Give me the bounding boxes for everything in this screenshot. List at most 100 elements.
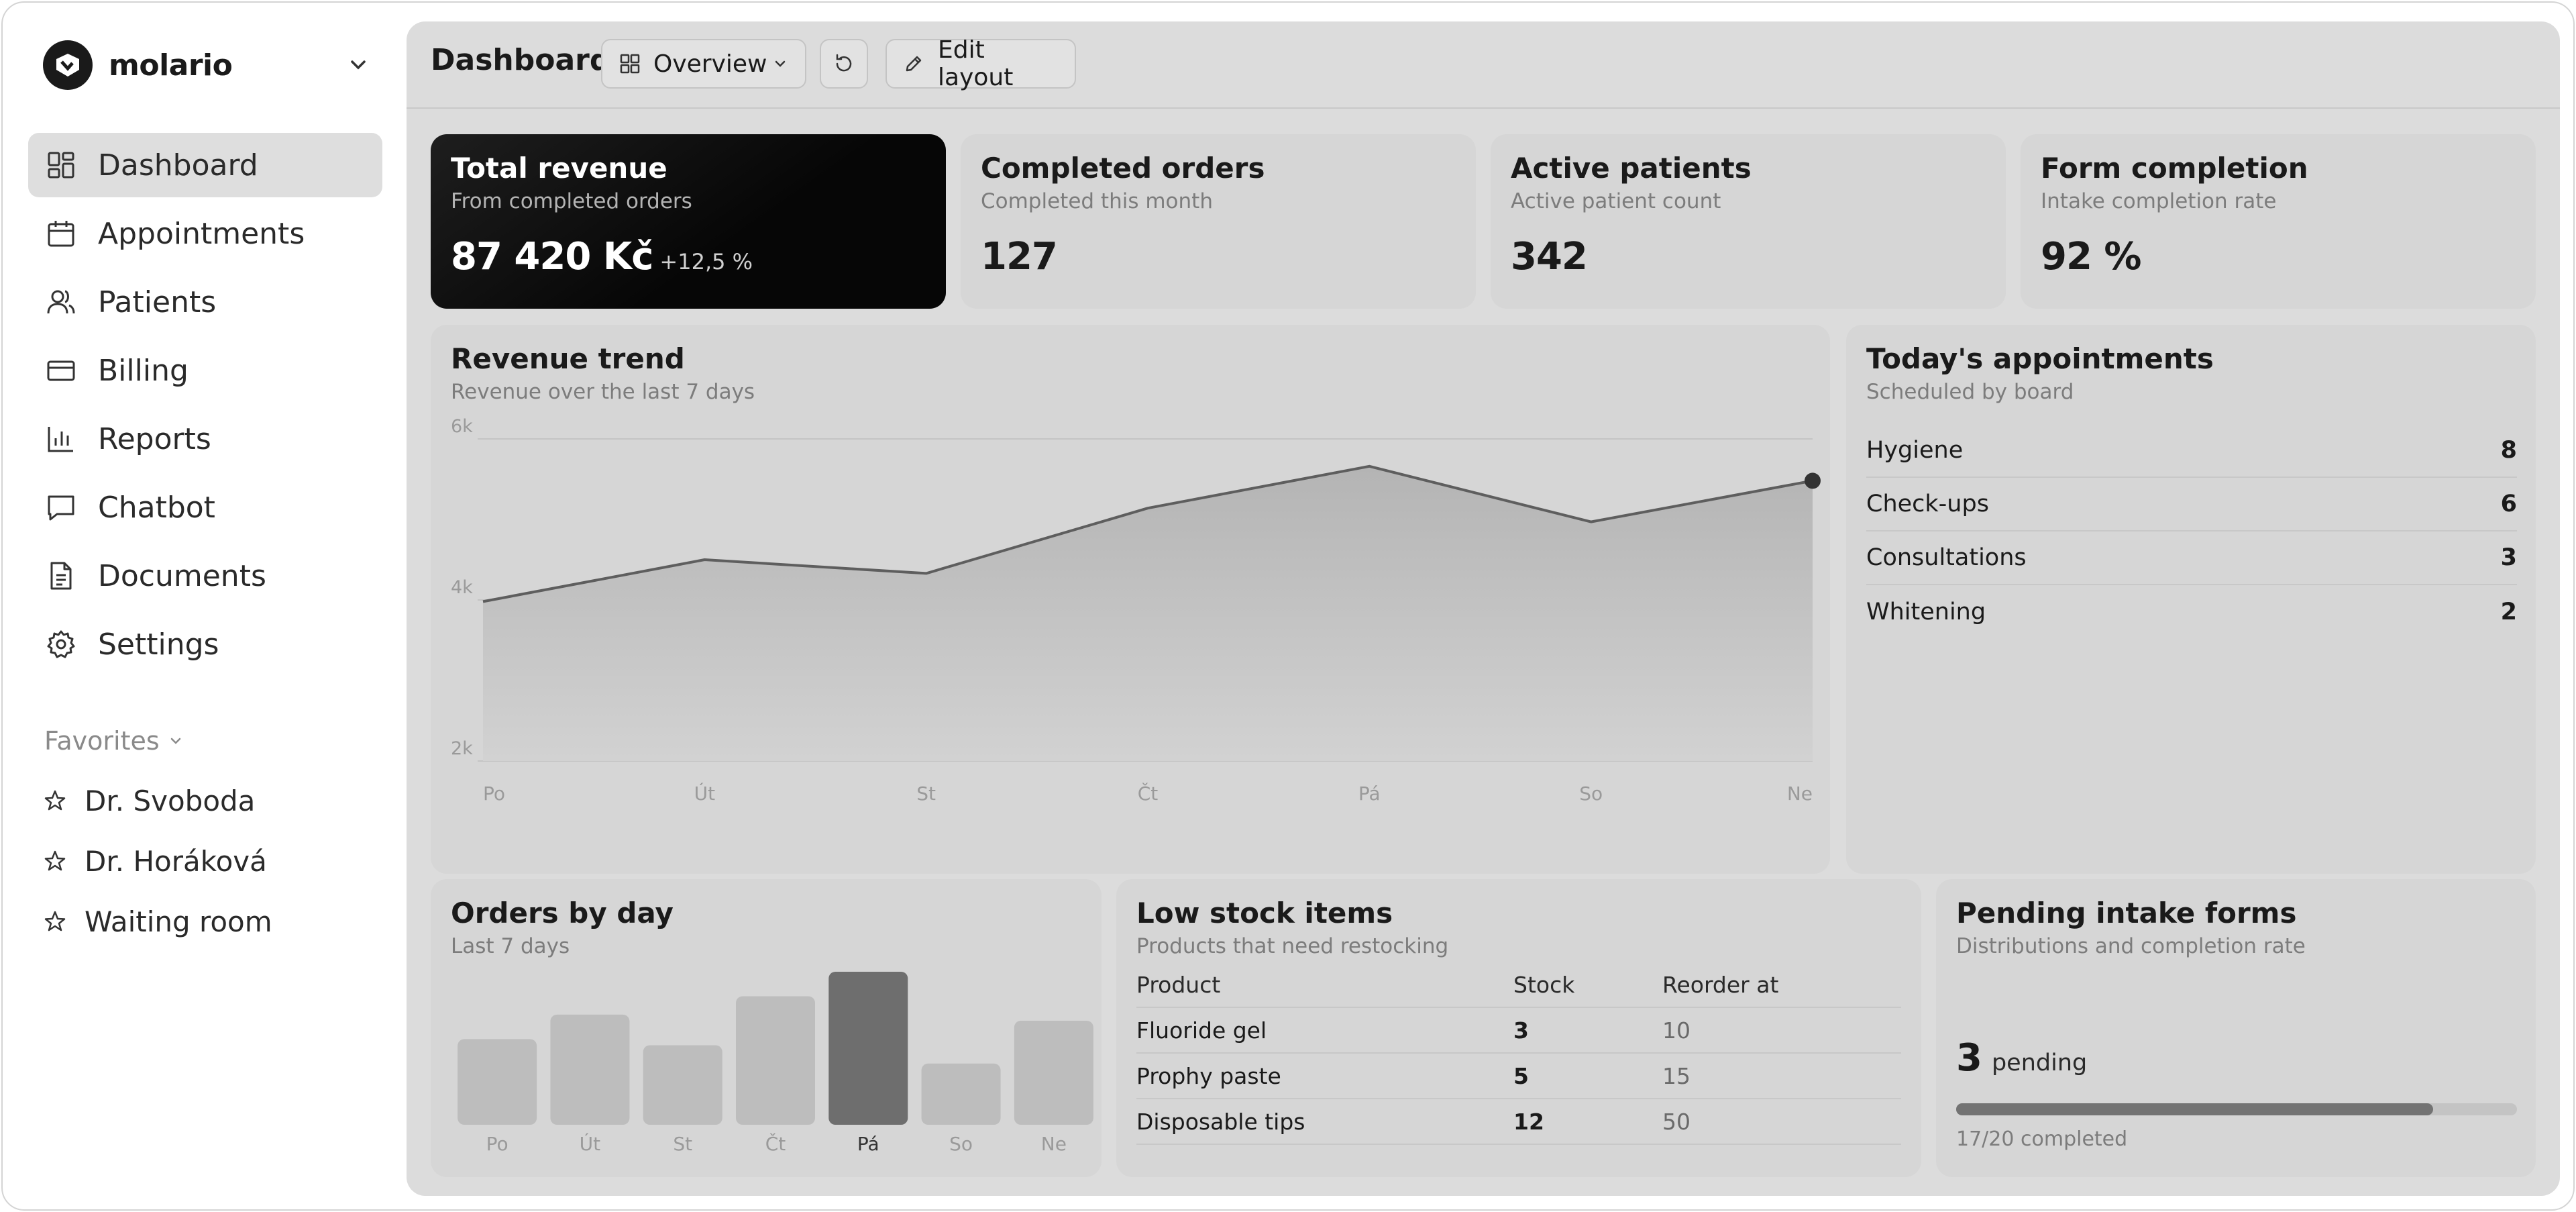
- main-content: Dashboard Overview Edit layout Total rev…: [407, 21, 2560, 1196]
- sidebar-item-label: Reports: [98, 421, 211, 456]
- edit-layout-button[interactable]: Edit layout: [885, 36, 1076, 91]
- completion-progress-fill: [1956, 1103, 2433, 1115]
- chevron-down-icon: [170, 738, 180, 744]
- chevron-down-icon: [345, 52, 372, 79]
- column-header-stock: Stock: [1513, 971, 1575, 998]
- x-tick-label: So: [1579, 782, 1603, 805]
- refresh-icon: [836, 54, 852, 72]
- pending-count: 3: [1956, 1036, 1982, 1080]
- x-tick-label: So: [949, 1133, 973, 1155]
- appointment-row-whitening[interactable]: Whitening 2: [1866, 585, 2517, 639]
- view-selector-label: Overview: [653, 50, 767, 78]
- star-icon: [43, 909, 67, 933]
- favorite-item-dr-svoboda[interactable]: Dr. Svoboda: [43, 777, 255, 824]
- product-name: Disposable tips: [1136, 1108, 1305, 1135]
- reorder-value: 10: [1662, 1017, 1690, 1044]
- sidebar-item-label: Settings: [98, 627, 219, 662]
- appointment-row-consultations[interactable]: Consultations 3: [1866, 532, 2517, 585]
- table-row[interactable]: Disposable tips 12 50: [1136, 1099, 1901, 1145]
- x-tick-label: Út: [580, 1132, 600, 1155]
- stat-subtitle: Active patient count: [1511, 189, 1721, 213]
- favorites-title: Favorites: [44, 726, 160, 756]
- bar: [458, 1039, 537, 1125]
- bar: [921, 1063, 1001, 1125]
- reorder-value: 15: [1662, 1062, 1690, 1089]
- column-header-product: Product: [1136, 971, 1221, 998]
- bar: [736, 996, 815, 1125]
- revenue-trend-chart: 2k 4k 6k Po Út St Čt Pá So Ne: [451, 416, 1821, 805]
- column-header-reorder: Reorder at: [1662, 971, 1779, 998]
- favorites-toggle[interactable]: Favorites: [44, 726, 185, 756]
- gear-icon: [46, 629, 76, 660]
- favorite-item-dr-horakova[interactable]: Dr. Horáková: [43, 838, 267, 885]
- sidebar-item-patients[interactable]: Patients: [28, 270, 382, 334]
- x-tick-label: St: [916, 782, 936, 805]
- y-tick-label: 4k: [451, 577, 473, 598]
- sidebar: molario Dashboard Appointments Patients …: [3, 3, 405, 1209]
- sidebar-item-label: Patients: [98, 285, 217, 319]
- sidebar-item-billing[interactable]: Billing: [28, 338, 382, 403]
- appointment-count: 2: [2500, 599, 2517, 625]
- stat-title: Total revenue: [451, 152, 667, 185]
- sidebar-item-chatbot[interactable]: Chatbot: [28, 475, 382, 540]
- stat-value: 92 %: [2041, 235, 2142, 279]
- stock-table-header: Product Stock Reorder at: [1136, 962, 1901, 1008]
- sidebar-item-documents[interactable]: Documents: [28, 544, 382, 608]
- orders-by-day-card: Orders by day Last 7 days Po Út St Čt Pá So Ne: [431, 879, 1102, 1177]
- appointment-count: 3: [2500, 544, 2517, 571]
- card-subtitle: Distributions and completion rate: [1956, 934, 2306, 958]
- card-title: Pending intake forms: [1956, 897, 2297, 929]
- sidebar-item-reports[interactable]: Reports: [28, 407, 382, 471]
- star-icon: [43, 789, 67, 813]
- low-stock-card: Low stock items Products that need resto…: [1116, 879, 1921, 1177]
- appointment-row-hygiene[interactable]: Hygiene 8: [1866, 424, 2517, 478]
- sidebar-item-label: Billing: [98, 353, 189, 388]
- stat-value: 127: [981, 235, 1058, 279]
- appointment-label: Check-ups: [1866, 491, 1989, 517]
- stat-delta: +12,5 %: [659, 249, 753, 274]
- view-selector[interactable]: Overview: [601, 39, 806, 89]
- edit-layout-label: Edit layout: [938, 36, 1014, 91]
- card-subtitle: Revenue over the last 7 days: [451, 380, 755, 404]
- sidebar-item-settings[interactable]: Settings: [28, 612, 382, 676]
- product-name: Fluoride gel: [1136, 1017, 1267, 1044]
- credit-card-icon: [46, 355, 76, 386]
- favorite-item-waiting-room[interactable]: Waiting room: [43, 898, 272, 945]
- workspace-switcher[interactable]: molario: [43, 40, 372, 90]
- pencil-icon: [906, 56, 922, 72]
- table-row[interactable]: Fluoride gel 3 10: [1136, 1008, 1901, 1054]
- product-name: Prophy paste: [1136, 1062, 1281, 1089]
- stat-title: Active patients: [1511, 152, 1752, 185]
- stock-value: 3: [1513, 1017, 1529, 1044]
- table-row[interactable]: Prophy paste 5 15: [1136, 1054, 1901, 1099]
- sidebar-item-label: Appointments: [98, 216, 305, 251]
- bar: [643, 1045, 722, 1125]
- pending-label: pending: [1991, 1050, 2088, 1076]
- card-subtitle: Scheduled by board: [1866, 380, 2074, 404]
- card-title: Revenue trend: [451, 342, 685, 375]
- revenue-line: [482, 464, 1813, 603]
- x-tick-label: Po: [486, 1133, 508, 1155]
- sidebar-item-dashboard[interactable]: Dashboard: [28, 133, 382, 197]
- refresh-button[interactable]: [820, 39, 868, 89]
- card-title: Today's appointments: [1866, 342, 2214, 375]
- favorite-label: Waiting room: [85, 905, 272, 938]
- stat-card-total-revenue: Total revenue From completed orders 87 4…: [431, 134, 946, 309]
- chat-bubble-icon: [46, 492, 76, 523]
- toolbar: Dashboard Overview Edit layout: [407, 21, 2560, 109]
- layout-grid-icon: [620, 54, 640, 74]
- reorder-value: 50: [1662, 1108, 1690, 1135]
- stat-subtitle: From completed orders: [451, 189, 692, 213]
- appointment-count: 8: [2500, 437, 2517, 464]
- stat-subtitle: Intake completion rate: [2041, 189, 2277, 213]
- sidebar-item-appointments[interactable]: Appointments: [28, 201, 382, 266]
- star-icon: [43, 849, 67, 873]
- page-title: Dashboard: [431, 43, 611, 77]
- sidebar-item-label: Documents: [98, 558, 266, 593]
- bar: [828, 972, 908, 1125]
- progress-text: 17/20 completed: [1956, 1127, 2128, 1151]
- appointment-label: Hygiene: [1866, 437, 1964, 464]
- stat-card-form-completion: Form completion Intake completion rate 9…: [2021, 134, 2536, 309]
- appointment-row-check-ups[interactable]: Check-ups 6: [1866, 478, 2517, 532]
